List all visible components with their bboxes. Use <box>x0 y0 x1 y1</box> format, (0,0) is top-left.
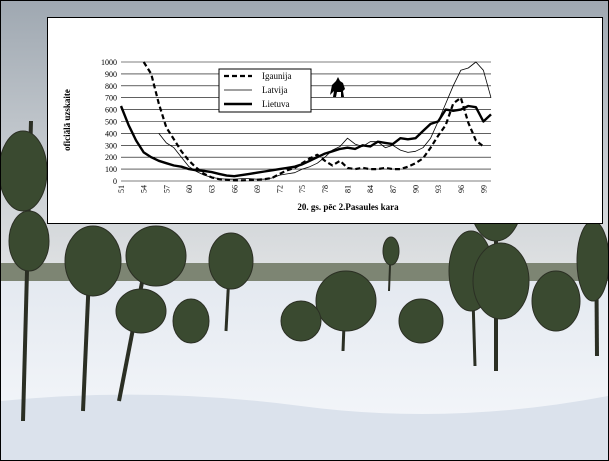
x-tick-81: 81 <box>344 185 353 193</box>
y-tick-600: 600 <box>105 106 117 115</box>
y-tick-300: 300 <box>105 141 117 150</box>
y-tick-700: 700 <box>105 94 117 103</box>
legend-label-latvija: Latvija <box>262 85 288 95</box>
y-tick-200: 200 <box>105 153 117 162</box>
x-tick-78: 78 <box>321 185 330 193</box>
chart-panel: 0 100 200 300 400 500 600 700 800 900 1000 51 54 57 6… <box>47 17 603 224</box>
x-tick-labels: 51 54 57 60 63 66 69 72 75 78 81 84 87 90 93 96 99 <box>117 185 488 193</box>
x-tick-54: 54 <box>140 185 149 193</box>
y-tick-800: 800 <box>105 82 117 91</box>
y-tick-500: 500 <box>105 118 117 127</box>
x-tick-93: 93 <box>434 185 443 193</box>
x-tick-51: 51 <box>117 185 126 193</box>
legend-label-igaunija: Igaunija <box>262 71 292 81</box>
y-axis-title: oficiālā uzskaite <box>62 89 72 151</box>
y-tick-400: 400 <box>105 129 117 138</box>
x-tick-87: 87 <box>389 185 398 193</box>
x-tick-72: 72 <box>276 185 285 193</box>
series-line-lietuva <box>119 104 492 178</box>
y-tick-100: 100 <box>105 165 117 174</box>
series-line-latvija <box>158 61 492 180</box>
x-tick-90: 90 <box>411 185 420 193</box>
x-tick-63: 63 <box>208 185 217 193</box>
x-tick-57: 57 <box>162 185 171 193</box>
x-tick-99: 99 <box>479 185 488 193</box>
x-tick-75: 75 <box>298 185 307 193</box>
x-axis-title: 20. gs. pēc 2.Pasaules kara <box>297 202 399 212</box>
y-tick-labels: 0 100 200 300 400 500 600 700 800 900 1000 <box>101 58 117 186</box>
y-tick-1000: 1000 <box>101 58 117 67</box>
snow-shadows <box>1 394 608 460</box>
wolf-icon <box>330 77 345 97</box>
legend: Igaunija Latvija Lietuva <box>218 68 312 113</box>
y-tick-0: 0 <box>113 177 117 186</box>
series-lines <box>119 61 492 182</box>
x-tick-96: 96 <box>457 185 466 193</box>
y-tick-900: 900 <box>105 70 117 79</box>
line-chart: 0 100 200 300 400 500 600 700 800 900 1000 51 54 57 6… <box>62 58 492 212</box>
x-tick-60: 60 <box>185 185 194 193</box>
legend-label-lietuva: Lietuva <box>262 99 290 109</box>
x-tick-69: 69 <box>253 185 262 193</box>
x-tick-84: 84 <box>366 185 375 193</box>
x-tick-66: 66 <box>230 185 239 193</box>
